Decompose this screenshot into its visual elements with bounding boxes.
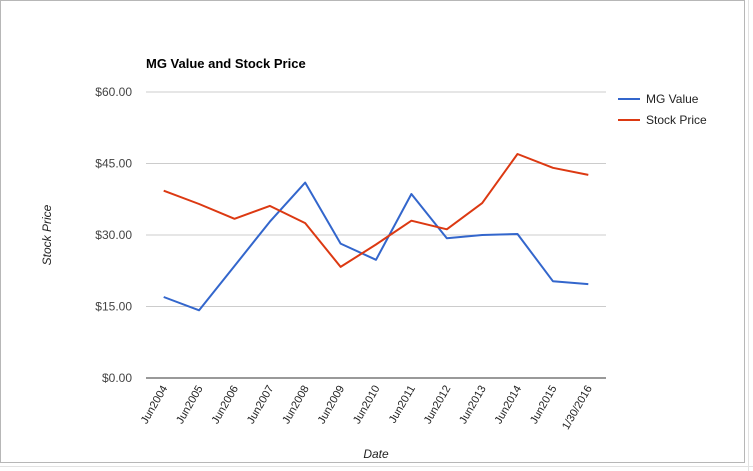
- series-line-stock-price: [163, 153, 589, 268]
- y-tick-label: $15.00: [95, 300, 132, 314]
- y-tick-label: $0.00: [102, 371, 132, 385]
- gridlines: [146, 91, 606, 307]
- y-tick-label: $30.00: [95, 228, 132, 242]
- x-tick-label: Jun2005: [174, 384, 206, 427]
- legend: MG Value Stock Price: [618, 92, 707, 127]
- chart-title: MG Value and Stock Price: [146, 56, 306, 71]
- y-tick-label: $45.00: [95, 157, 132, 171]
- x-axis-ticks: Jun2004 Jun2005 Jun2006 Jun2007 Jun2008 Jun20…: [139, 383, 595, 431]
- legend-label: MG Value: [646, 92, 699, 106]
- x-tick-label: Jun2015: [528, 384, 560, 427]
- x-tick-label: Jun2007: [245, 384, 277, 427]
- legend-label: Stock Price: [646, 113, 707, 127]
- series-lines: [163, 153, 589, 312]
- x-tick-label: Jun2006: [210, 384, 242, 427]
- x-tick-label: Jun2004: [139, 384, 171, 427]
- series-line-mg-value: [163, 181, 589, 312]
- sheet-gridline: [748, 0, 749, 471]
- x-tick-label: Jun2009: [316, 384, 348, 427]
- x-tick-label: Jun2013: [457, 383, 489, 426]
- x-tick-label: 1/30/2016: [560, 384, 595, 432]
- x-tick-label: Jun2014: [493, 384, 525, 427]
- x-tick-label: Jun2011: [387, 384, 418, 426]
- x-tick-label: Jun2010: [351, 384, 383, 427]
- x-tick-label: Jun2012: [422, 384, 454, 427]
- chart-container[interactable]: [0, 0, 745, 463]
- x-axis-title: Date: [363, 447, 389, 461]
- x-tick-label: Jun2008: [280, 384, 312, 427]
- y-tick-label: $60.00: [95, 85, 132, 99]
- sheet-gridline: [0, 466, 753, 467]
- y-axis-ticks: $0.00 $15.00 $30.00 $45.00 $60.00: [95, 85, 132, 385]
- y-axis-title: Stock Price: [40, 204, 54, 265]
